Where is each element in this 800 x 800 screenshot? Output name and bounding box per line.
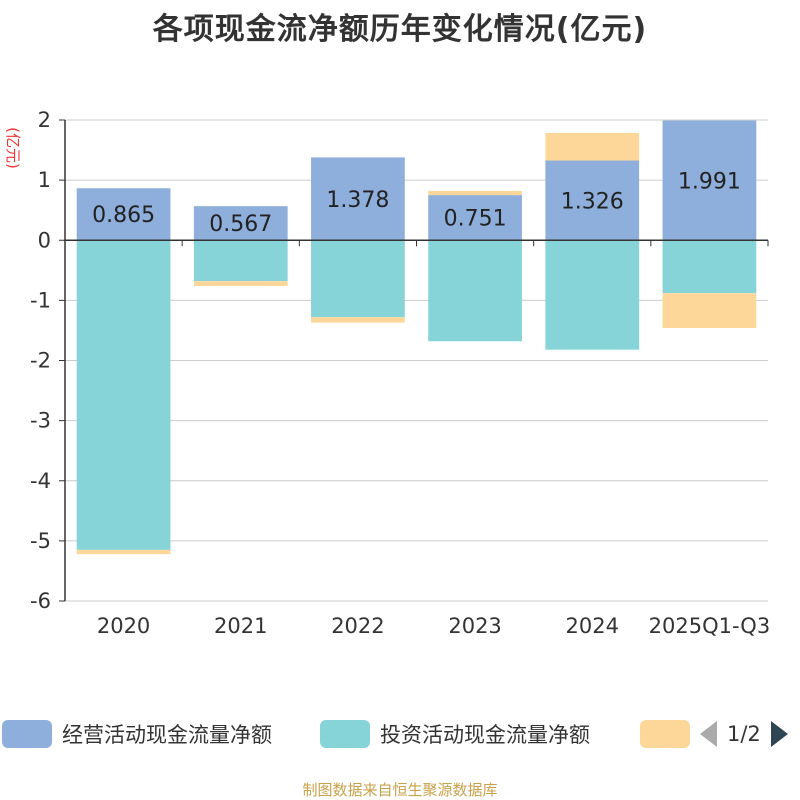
x-tick-label: 2024	[566, 614, 619, 638]
x-tick-label: 2022	[331, 614, 384, 638]
legend: 经营活动现金流量净额 投资活动现金流量净额	[0, 714, 800, 754]
y-tick-label: -4	[30, 469, 51, 493]
data-labels: 0.865 0.567 1.378 0.751 1.326 1.991	[92, 169, 741, 237]
y-tick-label: 2	[38, 108, 51, 132]
bar-operating-2024[interactable]	[545, 160, 640, 241]
legend-item-operating[interactable]: 经营活动现金流量净额	[2, 714, 272, 754]
data-label-2021: 0.567	[209, 212, 272, 237]
legend-item-investing[interactable]: 投资活动现金流量净额	[320, 714, 590, 754]
y-tick-label: -2	[30, 349, 51, 373]
legend-pager: 1/2	[700, 718, 788, 750]
y-tick-label: 1	[38, 168, 51, 192]
bar-financing-2022[interactable]	[311, 317, 405, 323]
data-label-2024: 1.326	[561, 189, 624, 214]
legend-label-investing: 投资活动现金流量净额	[380, 723, 590, 747]
bar-operating-2021[interactable]	[193, 206, 288, 241]
legend-swatch-operating	[2, 720, 52, 748]
bar-operating-2025Q1-Q3[interactable]	[662, 120, 757, 241]
data-label-2023: 0.751	[444, 207, 507, 232]
pager-indicator: 1/2	[727, 722, 761, 746]
legend-swatch-financing	[640, 720, 690, 748]
y-axis-unit: (亿元)	[4, 127, 22, 169]
legend-label-operating: 经营活动现金流量净额	[62, 723, 272, 747]
bar-investing-2021[interactable]	[193, 240, 288, 282]
data-label-2020: 0.865	[92, 203, 155, 228]
y-tick-label: -5	[30, 529, 51, 553]
y-tick-label: -6	[30, 589, 51, 613]
bar-investing-2022[interactable]	[311, 240, 405, 318]
bar-financing-2021[interactable]	[193, 281, 288, 286]
source-note: 制图数据来自恒生聚源数据库	[302, 781, 498, 799]
bar-investing-2025Q1-Q3[interactable]	[662, 240, 757, 294]
y-tick-label: 0	[38, 228, 51, 252]
y-tick-label: -1	[30, 288, 51, 312]
bar-financing-2024[interactable]	[545, 132, 640, 161]
chart-title: 各项现金流净额历年变化情况(亿元)	[152, 12, 648, 47]
data-label-2022: 1.378	[326, 188, 389, 213]
data-label-2025Q1-Q3: 1.991	[678, 169, 741, 194]
bar-financing-2023[interactable]	[428, 190, 522, 196]
bar-operating-2023[interactable]	[428, 195, 522, 241]
legend-item-financing[interactable]	[640, 714, 690, 754]
pager-prev-icon[interactable]	[700, 721, 717, 747]
y-tick-label: -3	[30, 409, 51, 433]
legend-swatch-investing	[320, 720, 370, 748]
bar-operating-2020[interactable]	[76, 188, 171, 241]
bar-financing-2025Q1-Q3[interactable]	[662, 293, 757, 329]
bar-investing-2023[interactable]	[428, 240, 522, 342]
grid-lines	[65, 119, 768, 602]
x-tick-label: 2021	[214, 614, 267, 638]
pager-next-icon[interactable]	[770, 721, 788, 747]
bar-investing-2020[interactable]	[76, 240, 171, 550]
axes: 2 1 0 -1 -2 -3 -4 -5 -6 2020 2021 2022 2023 2024 2025Q…	[30, 108, 770, 638]
chart-plot: 2 1 0 -1 -2 -3 -4 -5 -6 2020 2021 2022 2023 2024 2025Q…	[4, 108, 770, 638]
bars	[76, 120, 757, 555]
x-tick-label: 2023	[448, 614, 501, 638]
x-tick-label: 2020	[97, 614, 150, 638]
x-tick-label: 2025Q1-Q3	[649, 614, 771, 638]
bar-operating-2022[interactable]	[311, 157, 405, 241]
bar-financing-2020[interactable]	[76, 549, 171, 555]
bar-investing-2024[interactable]	[545, 240, 640, 350]
